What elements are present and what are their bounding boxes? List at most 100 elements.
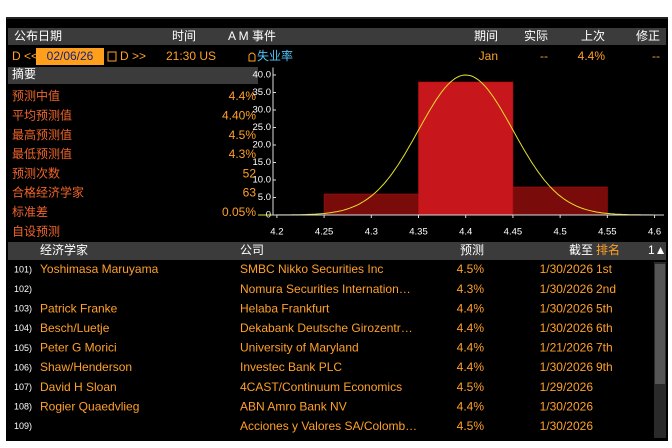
economist[interactable]: Peter G Morici [40, 341, 117, 355]
table-column-header[interactable]: 排名 [596, 242, 620, 257]
firm: SMBC Nikko Securities Inc [240, 262, 383, 276]
rank: 2nd [596, 282, 616, 296]
header-label: 公布日期 [14, 29, 62, 43]
as-of-date: 1/30/2026 [540, 419, 594, 433]
row-id: 107) [14, 382, 32, 392]
x-tick-label: 4.2 [270, 227, 283, 238]
summary-value: 4.40% [222, 108, 256, 122]
header-label: 修正 [636, 28, 660, 43]
header-label: 期间 [474, 29, 498, 43]
event-actual: -- [540, 49, 548, 63]
x-tick-label: 4.45 [504, 227, 523, 238]
y-tick-label: 15.0 [253, 157, 272, 168]
row-id: 105) [14, 343, 32, 353]
forecast: 4.3% [457, 282, 485, 296]
histogram-bar [512, 186, 608, 216]
table-column-header[interactable]: 截至 [569, 243, 593, 257]
forecast: 4.4% [457, 341, 485, 355]
row-id: 104) [14, 323, 32, 333]
x-tick-label: 4.4 [459, 227, 472, 238]
rank: 6th [596, 321, 613, 335]
forecast: 4.5% [457, 380, 485, 394]
firm: 4CAST/Continuum Economics [240, 380, 402, 394]
header-label: 时间 [172, 29, 196, 43]
y-tick-label: 20.0 [253, 140, 272, 151]
header-label: A M 事件 [228, 29, 276, 43]
x-tick-label: 4.55 [598, 227, 617, 238]
row-id: 101) [14, 264, 32, 274]
forecast: 4.5% [457, 419, 485, 433]
economist[interactable]: Shaw/Henderson [40, 360, 132, 374]
scrollbar-thumb[interactable] [655, 264, 665, 384]
y-tick-label: 40.0 [253, 70, 272, 81]
table-column-header[interactable]: 经济学家 [40, 242, 88, 257]
terminal-panel [6, 17, 668, 441]
as-of-date: 1/29/2026 [540, 380, 594, 394]
economist[interactable]: Patrick Franke [40, 301, 118, 315]
row-id: 103) [14, 304, 32, 314]
firm: Investec Bank PLC [240, 360, 342, 374]
nav-prev[interactable]: D << [12, 49, 38, 63]
summary-header-bar [8, 67, 258, 84]
date-input[interactable] [36, 48, 104, 65]
firm: Dekabank Deutsche Girozentr… [240, 321, 413, 335]
y-tick-label: 10.0 [253, 175, 272, 186]
economist[interactable]: Rogier Quaedvlieg [40, 399, 139, 413]
as-of-date: 1/21/2026 [540, 341, 594, 355]
distribution-curve [258, 74, 664, 216]
x-tick-label: 4.6 [648, 227, 661, 238]
rank: 1st [596, 262, 613, 276]
firm: Nomura Securities Internation… [240, 282, 411, 296]
row-id: 108) [14, 402, 32, 412]
row-id: 102) [14, 284, 32, 294]
x-tick-label: 4.5 [554, 227, 567, 238]
as-of-date: 1/30/2026 [540, 262, 594, 276]
row-id: 106) [14, 362, 32, 372]
nav-next[interactable]: D >> [120, 49, 146, 63]
event-name[interactable]: 失业率 [257, 48, 293, 63]
summary-label: 标准差 [12, 205, 48, 219]
table-header-bar [8, 242, 666, 260]
as-of-date: 1/30/2026 [540, 301, 594, 315]
forecast: 4.4% [457, 301, 485, 315]
summary-label: 合格经济学家 [12, 185, 84, 200]
event-date[interactable]: 02/06/26 [47, 49, 94, 63]
top-border [6, 17, 668, 19]
forecast: 4.4% [457, 321, 485, 335]
summary-value: 4.5% [229, 128, 257, 142]
summary-value: 4.3% [229, 147, 257, 161]
alert-icon [248, 52, 256, 62]
header-bar [8, 28, 666, 45]
economist[interactable]: Besch/Luetje [40, 321, 110, 335]
event-period: Jan [479, 49, 498, 63]
table-column-header[interactable]: 公司 [240, 243, 264, 257]
sort-indicator[interactable]: 1▲ [648, 243, 667, 257]
summary-label: 自设预测 [12, 224, 60, 238]
summary-label: 平均预测值 [12, 107, 72, 122]
x-tick-label: 4.35 [409, 227, 428, 238]
summary-value: 63 [243, 186, 257, 200]
as-of-date: 1/30/2026 [540, 321, 594, 335]
table-column-header[interactable]: 预测 [460, 243, 484, 257]
summary-value: 4.4% [229, 89, 257, 103]
forecast: 4.4% [457, 360, 485, 374]
rank: 5th [596, 301, 613, 315]
economist[interactable]: David H Sloan [40, 380, 117, 394]
firm: Acciones y Valores SA/Colomb… [240, 419, 417, 433]
rank: 7th [596, 341, 613, 355]
calendar-icon [107, 51, 117, 62]
y-tick-label: 30.0 [253, 105, 272, 116]
y-tick-label: 35.0 [253, 87, 272, 98]
x-tick-label: 4.3 [365, 227, 378, 238]
economist[interactable]: Yoshimasa Maruyama [40, 262, 159, 276]
as-of-date: 1/30/2026 [540, 282, 594, 296]
row-id: 109) [14, 421, 32, 431]
summary-value: 0.05% [222, 205, 256, 219]
y-tick-label: 0 [266, 210, 271, 221]
as-of-date: 1/30/2026 [540, 399, 594, 413]
firm: University of Maryland [240, 341, 359, 355]
y-tick-label: 25.0 [253, 122, 272, 133]
summary-value: 52 [243, 166, 257, 180]
event-previous: 4.4% [578, 49, 606, 63]
